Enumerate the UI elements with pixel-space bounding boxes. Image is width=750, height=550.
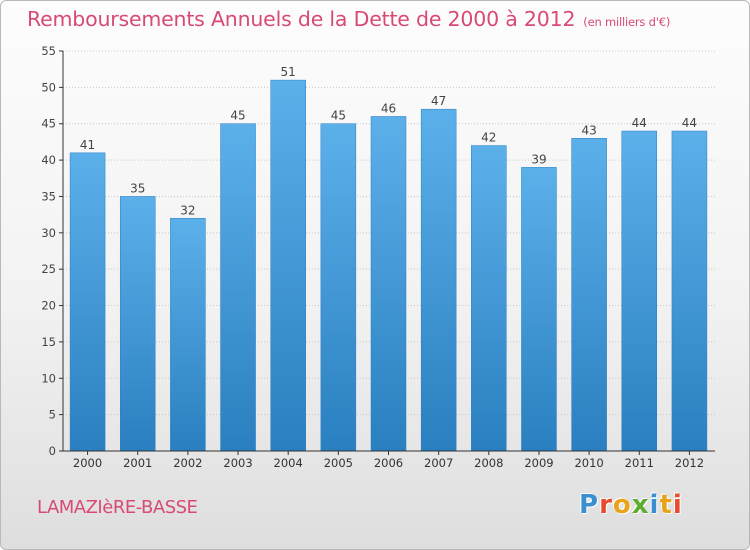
bar-value-label: 39 (531, 152, 546, 166)
x-tick-label: 2011 (625, 456, 654, 470)
bar-value-label: 45 (331, 109, 346, 123)
bar-2005 (320, 123, 357, 452)
x-tick-label: 2010 (574, 456, 603, 470)
logo-letter: i (649, 490, 660, 520)
x-tick-label: 2001 (123, 456, 152, 470)
commune-name: LAMAZIèRE-BASSE (37, 497, 198, 518)
y-tick-label: 50 (41, 80, 56, 94)
chart-title: Remboursements Annuels de la Dette de 20… (27, 7, 670, 31)
bar-2012 (671, 130, 708, 452)
y-tick-label: 40 (41, 153, 56, 167)
bar-2011 (621, 130, 658, 452)
bar-2007 (420, 108, 457, 452)
x-tick-label: 2003 (223, 456, 252, 470)
x-tick-label: 2004 (274, 456, 303, 470)
bar-value-label: 45 (230, 109, 245, 123)
bar-2003 (220, 123, 256, 452)
bar-2009 (521, 167, 557, 452)
y-tick-label: 5 (49, 408, 56, 422)
bar-value-label: 46 (381, 101, 396, 115)
bar-2006 (370, 116, 407, 452)
bar-2004 (270, 79, 306, 452)
y-tick-label: 15 (41, 335, 56, 349)
logo-letter: x (631, 490, 650, 520)
x-tick-label: 2006 (374, 456, 403, 470)
logo-letter: r (599, 490, 613, 520)
logo-letter: P (579, 490, 600, 520)
x-tick-label: 2000 (73, 456, 102, 470)
logo-letter: t (659, 490, 673, 520)
x-tick-label: 2002 (173, 456, 202, 470)
bars: 41 35 32 45 51 45 46 47 42 39 43 44 44 (69, 65, 708, 452)
y-tick-label: 30 (41, 226, 56, 240)
y-tick-label: 10 (41, 371, 56, 385)
bar-2002 (170, 218, 206, 452)
chart-unit: (en milliers d'€) (583, 15, 671, 29)
proxiti-logo: Proxiti (579, 490, 683, 520)
bar-2001 (119, 196, 156, 452)
y-tick-label: 35 (41, 189, 56, 203)
y-tick-label: 25 (41, 262, 56, 276)
x-axis: 2000 2001 2002 2003 2004 2005 2006 2007 2008 2009… (63, 450, 715, 470)
bar-2008 (471, 145, 507, 452)
chart-title-text: Remboursements Annuels de la Dette de 20… (27, 7, 576, 31)
y-tick-label: 0 (49, 444, 56, 458)
logo-letter: i (672, 490, 683, 520)
bar-value-label: 44 (682, 116, 697, 130)
bar-value-label: 44 (632, 116, 647, 130)
x-tick-label: 2007 (424, 456, 453, 470)
bar-value-label: 32 (180, 203, 195, 217)
y-tick-label: 55 (41, 44, 56, 58)
bar-value-label: 35 (130, 181, 145, 195)
y-tick-label: 20 (41, 299, 56, 313)
bar-value-label: 43 (581, 123, 596, 137)
y-tick-label: 45 (41, 117, 56, 131)
x-tick-label: 2005 (324, 456, 353, 470)
bar-value-label: 41 (80, 138, 95, 152)
y-axis: 0 5 10 15 20 25 30 35 40 45 50 55 (41, 44, 64, 458)
bar-2010 (571, 138, 607, 452)
bar-2000 (69, 152, 106, 452)
bar-value-label: 42 (481, 131, 496, 145)
x-tick-label: 2008 (474, 456, 503, 470)
logo-letter: o (612, 490, 632, 520)
x-tick-label: 2009 (524, 456, 553, 470)
bar-value-label: 51 (281, 65, 296, 79)
bar-value-label: 47 (431, 94, 446, 108)
x-tick-label: 2012 (675, 456, 704, 470)
